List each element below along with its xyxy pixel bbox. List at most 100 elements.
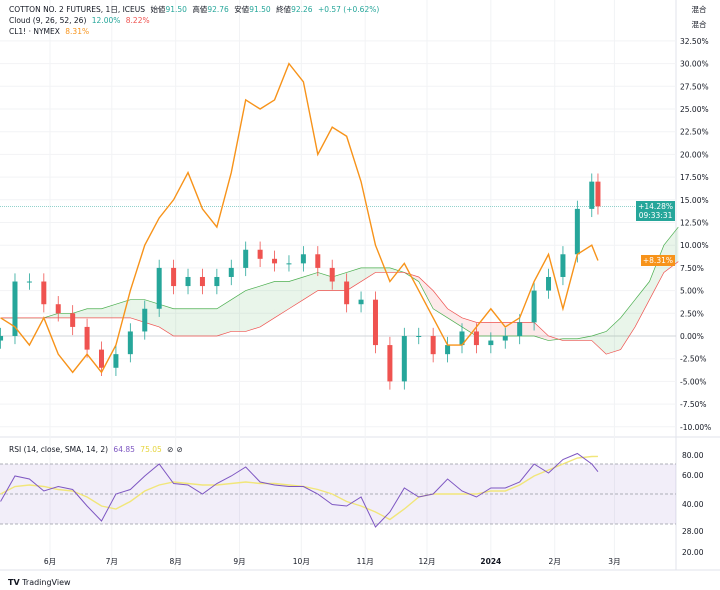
cloud-fill-segment [562,338,578,341]
compare-label: CL1! · NYMEX [9,27,60,36]
candle-body [142,308,148,332]
close-value: 92.26 [291,5,313,14]
cloud-fill-segment [303,272,318,300]
open-value: 91.50 [165,5,187,14]
candle-body [502,336,508,341]
cloud-fill-segment [245,286,261,332]
candle-body [387,345,393,382]
cloud-fill-segment [649,245,664,300]
candle-body [445,345,451,355]
rsi-line [0,452,599,528]
y-tick-label: -7.50% [680,400,707,409]
y-tick-label: 7.50% [680,264,704,273]
cloud-fill-segment [288,276,304,309]
cloud-fill-segment [101,304,116,318]
scale-mode-button[interactable]: 混合 [681,4,717,15]
cloud-fill-segment [72,308,88,318]
cloud-fill-segment [418,276,434,309]
cloud-fill-segment [274,281,289,318]
rsi-legend[interactable]: RSI (14, close, SMA, 14, 2) 64.85 75.05 … [9,445,186,454]
cloud-span-b-value: 8.22% [125,16,150,25]
tradingview-logo[interactable]: TV TradingView [8,578,71,587]
candle-body [300,254,306,264]
candle-body [99,349,104,368]
cloud-legend[interactable]: Cloud (9, 26, 52, 26) 12.00% 8.22% [9,16,153,25]
candle-body [70,313,76,327]
cloud-fill-segment [534,322,549,341]
cloud-fill-segment [188,308,203,336]
last-price-badge: +14.28% 09:33:31 [636,201,675,221]
x-tick-label: 2024 [480,557,501,566]
symbol-legend: COTTON NO. 2 FUTURES, 1日, ICEUS 始値91.50 … [9,4,382,15]
cloud-fill-segment [260,281,275,327]
symbol-title: COTTON NO. 2 FUTURES, 1日, ICEUS [9,5,146,14]
close-label: 終値 [276,5,292,14]
candle-body [315,254,321,268]
compare-price-badge: +8.31% [640,255,675,266]
candle-body [358,299,364,305]
y-tick-label: 27.50% [680,82,709,91]
y-tick-label: 25.00% [680,105,709,114]
cloud-fill-segment [577,336,592,341]
scale-mode-button-2[interactable]: 混合 [681,19,717,30]
candle-body [531,290,537,323]
candle-body [401,336,407,382]
cloud-span-b-line [0,261,679,355]
candle-body [185,276,191,287]
y-tick-label: -5.00% [680,377,707,386]
cloud-fill-segment [216,299,232,336]
compare-legend[interactable]: CL1! · NYMEX 8.31% [9,27,92,36]
cloud-fill-segment [231,290,246,332]
cloud-fill-segment [173,308,189,336]
tradingview-logo-icon: TV [8,578,20,587]
y-tick-label: 32.50% [680,37,709,46]
cloud-fill-segment [635,281,650,327]
candle-body [344,281,350,305]
cloud-fill-segment [361,267,376,282]
cloud-fill-segment [317,272,333,291]
cloud-fill-segment [144,299,160,327]
y-tick-label: 20.00% [680,150,709,159]
x-tick-label: 8月 [170,557,182,566]
cloud-span-a-line [0,226,679,341]
high-label: 高値 [192,5,208,14]
candle-body [199,276,205,287]
hide-icon[interactable]: ⊘ [167,445,174,454]
candle-body [595,181,601,207]
candle-body [272,258,278,264]
cloud-fill-segment [591,331,607,355]
rsi-label: RSI (14, close, SMA, 14, 2) [9,445,109,454]
y-tick-label: 17.50% [680,173,709,182]
candle-body [459,331,465,346]
cloud-label: Cloud (9, 26, 52, 26) [9,16,87,25]
cloud-fill-segment [620,299,636,350]
tradingview-wordmark: TradingView [22,578,71,587]
open-label: 始値 [150,5,166,14]
y-tick-label: -10.00% [680,423,711,432]
cloud-fill-segment [332,272,347,291]
candle-body [286,263,292,265]
x-tick-label: 6月 [44,557,56,566]
rsi-y-tick-label: 60.00 [682,471,704,480]
cloud-fill-segment [490,322,506,336]
settings-icon[interactable]: ⊘ [176,445,183,454]
candle-body [430,336,436,355]
x-tick-label: 12月 [418,557,435,566]
candle-body [228,267,234,277]
y-tick-label: 5.00% [680,287,704,296]
x-tick-label: 7月 [106,557,118,566]
candle-body [84,326,90,350]
cloud-fill-segment [519,322,535,336]
last-price-value: +14.28% [638,202,673,211]
candle-body [517,322,523,336]
x-tick-label: 3月 [608,557,620,566]
y-tick-label: 12.50% [680,219,709,228]
cloud-fill-segment [606,317,621,355]
rsi-y-tick-label: 20.00 [682,548,704,557]
rsi-y-tick-label: 28.00 [682,527,704,536]
cloud-fill-segment [505,322,520,336]
candle-body [416,336,422,337]
candle-body [12,281,18,336]
candle-body [127,331,133,355]
